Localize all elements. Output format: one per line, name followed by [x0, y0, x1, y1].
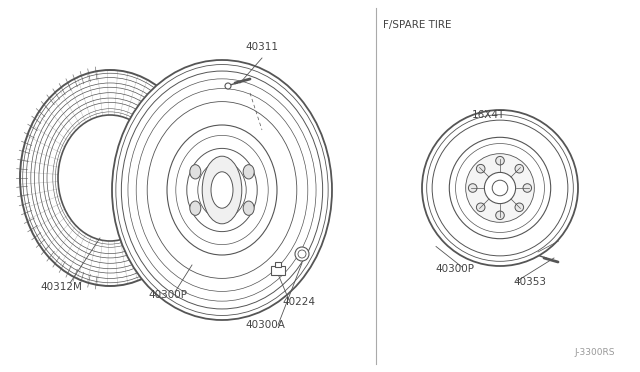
Ellipse shape: [202, 156, 242, 224]
Ellipse shape: [476, 164, 485, 173]
Text: 40353: 40353: [513, 277, 546, 287]
Ellipse shape: [112, 60, 332, 320]
Text: 40300P: 40300P: [148, 290, 187, 300]
Text: J-3300RS: J-3300RS: [575, 348, 615, 357]
Circle shape: [225, 83, 231, 89]
Ellipse shape: [515, 203, 524, 212]
Ellipse shape: [484, 172, 516, 203]
Text: 40312M: 40312M: [40, 282, 82, 292]
Bar: [275, 262, 281, 267]
Bar: [271, 266, 285, 275]
Ellipse shape: [243, 201, 254, 215]
Ellipse shape: [492, 180, 508, 196]
Text: 16X4T: 16X4T: [472, 110, 505, 120]
Circle shape: [298, 250, 306, 258]
Text: 40300P: 40300P: [435, 264, 474, 274]
Text: 40311: 40311: [245, 42, 278, 52]
Ellipse shape: [190, 201, 201, 215]
Circle shape: [295, 247, 309, 261]
Ellipse shape: [466, 154, 534, 222]
Text: 40300A: 40300A: [245, 320, 285, 330]
Ellipse shape: [515, 164, 524, 173]
Ellipse shape: [496, 211, 504, 219]
Text: 40224: 40224: [282, 297, 315, 307]
Ellipse shape: [468, 184, 477, 192]
Ellipse shape: [190, 165, 201, 179]
Ellipse shape: [523, 184, 532, 192]
Text: F/SPARE TIRE: F/SPARE TIRE: [383, 20, 451, 30]
Ellipse shape: [496, 156, 504, 165]
Ellipse shape: [211, 172, 233, 208]
Ellipse shape: [476, 203, 485, 212]
Ellipse shape: [20, 70, 200, 286]
Ellipse shape: [243, 165, 254, 179]
